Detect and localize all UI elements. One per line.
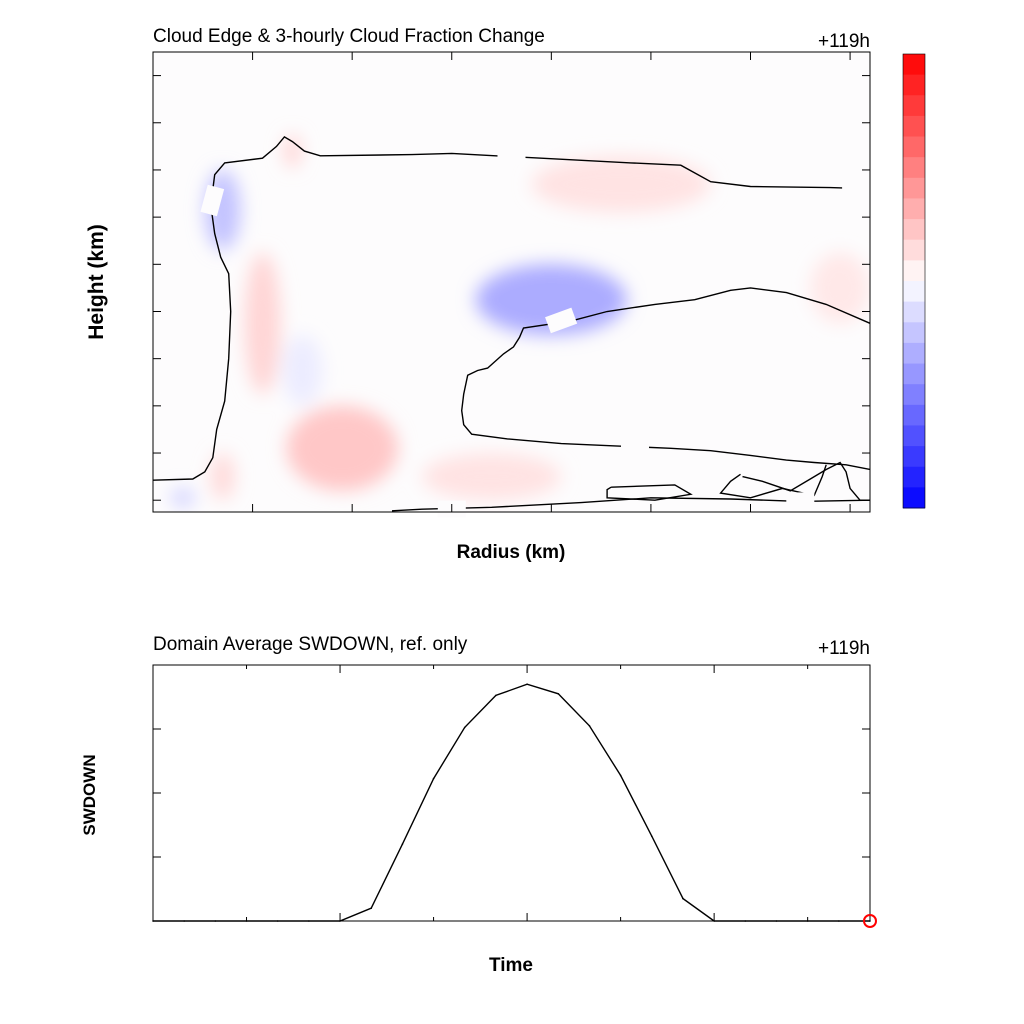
bottom-time-label: +119h	[818, 638, 870, 659]
contour-label-group-5	[621, 436, 649, 454]
data-point	[650, 835, 653, 837]
colorbar-bin	[903, 219, 925, 241]
colorbar-bin	[903, 342, 925, 365]
data-point	[214, 920, 217, 922]
swdown-series-line	[153, 683, 870, 922]
anomaly-blob-9	[810, 252, 870, 324]
data-point	[339, 920, 341, 922]
data-point	[588, 725, 591, 727]
anomaly-blob-7	[210, 453, 235, 501]
colorbar-bin	[903, 157, 925, 179]
colorbar-bin	[903, 446, 925, 468]
data-point	[245, 920, 248, 922]
data-point	[152, 920, 154, 922]
anomaly-blob-5	[531, 155, 711, 213]
colorbar-bin	[903, 95, 925, 117]
colorbar-bin	[903, 239, 925, 261]
colorbar-bin	[903, 177, 925, 199]
anomaly-blob-6	[421, 453, 562, 501]
colorbar-bin	[903, 54, 925, 76]
contour-label-bg	[842, 179, 871, 197]
data-point	[432, 777, 435, 780]
top-x-axis	[152, 52, 851, 512]
data-point	[463, 726, 466, 729]
colorbar-bin	[903, 115, 925, 138]
data-point	[775, 920, 778, 922]
bottom-x-axis	[152, 665, 809, 921]
bottom-x-axis-label: Time	[489, 955, 533, 976]
data-point	[838, 920, 840, 922]
contour-line-2	[460, 287, 870, 471]
colorbar-bin	[903, 425, 925, 447]
data-point	[713, 920, 715, 922]
bottom-y-axis-label: SWDOWN	[80, 754, 99, 835]
anomaly-blob-3	[475, 264, 628, 336]
data-point	[557, 693, 560, 695]
data-point	[401, 843, 404, 845]
colorbar-bin	[903, 384, 925, 406]
data-point	[276, 920, 279, 922]
data-point	[308, 920, 310, 922]
colorbar-frame	[902, 53, 926, 509]
data-point	[495, 694, 497, 697]
colorbar-bin	[903, 404, 925, 426]
cloud-fraction-panel: Cloud Edge & 3-hourly Cloud Fraction Cha…	[85, 26, 926, 563]
data-point	[526, 683, 528, 685]
colorbar-bin	[903, 74, 925, 96]
anomaly-blob-11	[282, 335, 323, 406]
contour-labels	[200, 146, 871, 518]
top-y-axis	[153, 75, 870, 501]
colorbar-bin	[903, 301, 925, 323]
bottom-chart-title: Domain Average SWDOWN, ref. only	[153, 634, 468, 655]
data-point	[370, 907, 373, 909]
swdown-series-points	[152, 683, 871, 922]
contour-label-group-2	[842, 179, 871, 197]
contour-label-group-7	[786, 492, 815, 510]
data-point	[682, 897, 684, 900]
colorbar-bin	[903, 281, 925, 303]
data-point	[619, 774, 622, 777]
top-chart-title: Cloud Edge & 3-hourly Cloud Fraction Cha…	[153, 26, 545, 47]
contour-label-bg	[497, 146, 526, 164]
swdown-panel: Domain Average SWDOWN, ref. only +119h T…	[80, 634, 877, 976]
anomaly-blob-8	[284, 134, 301, 168]
top-plot-frame	[152, 51, 871, 513]
bottom-plot-frame	[152, 664, 871, 922]
top-x-axis-label: Radius (km)	[457, 542, 566, 563]
contour-label-bg	[621, 436, 649, 454]
contour-label-bg	[545, 307, 578, 334]
colorbar-bin	[903, 198, 925, 220]
contour-label-bg	[200, 184, 225, 217]
cloud-fraction-change-field	[170, 134, 870, 508]
colorbar-bin	[903, 363, 925, 385]
data-point	[183, 920, 185, 922]
contour-line-1	[153, 135, 870, 481]
contour-label-bg	[786, 492, 815, 510]
colorbar-bin	[903, 466, 925, 488]
data-point	[869, 920, 871, 922]
colorbar-bin	[903, 136, 925, 158]
data-point	[806, 920, 809, 922]
anomaly-blob-10	[170, 488, 195, 508]
contour-line-5	[742, 461, 870, 501]
contour-line-4	[606, 484, 693, 501]
contour-line-6	[719, 464, 827, 499]
colorbar-bin	[903, 260, 925, 282]
anomaly-blob-2	[286, 405, 398, 491]
colorbar-bin	[903, 322, 925, 344]
bottom-y-axis	[153, 664, 870, 858]
colorbar	[902, 53, 926, 509]
data-point	[744, 920, 747, 922]
contour-label-group-1	[497, 146, 526, 164]
top-y-axis-label: Height (km)	[85, 224, 108, 340]
colorbar-bin	[903, 487, 925, 509]
anomaly-blob-1	[244, 252, 281, 395]
top-time-label: +119h	[818, 31, 870, 52]
contour-label-group-3	[200, 184, 225, 217]
current-time-marker	[863, 914, 877, 928]
contour-label-group-4	[545, 307, 578, 334]
